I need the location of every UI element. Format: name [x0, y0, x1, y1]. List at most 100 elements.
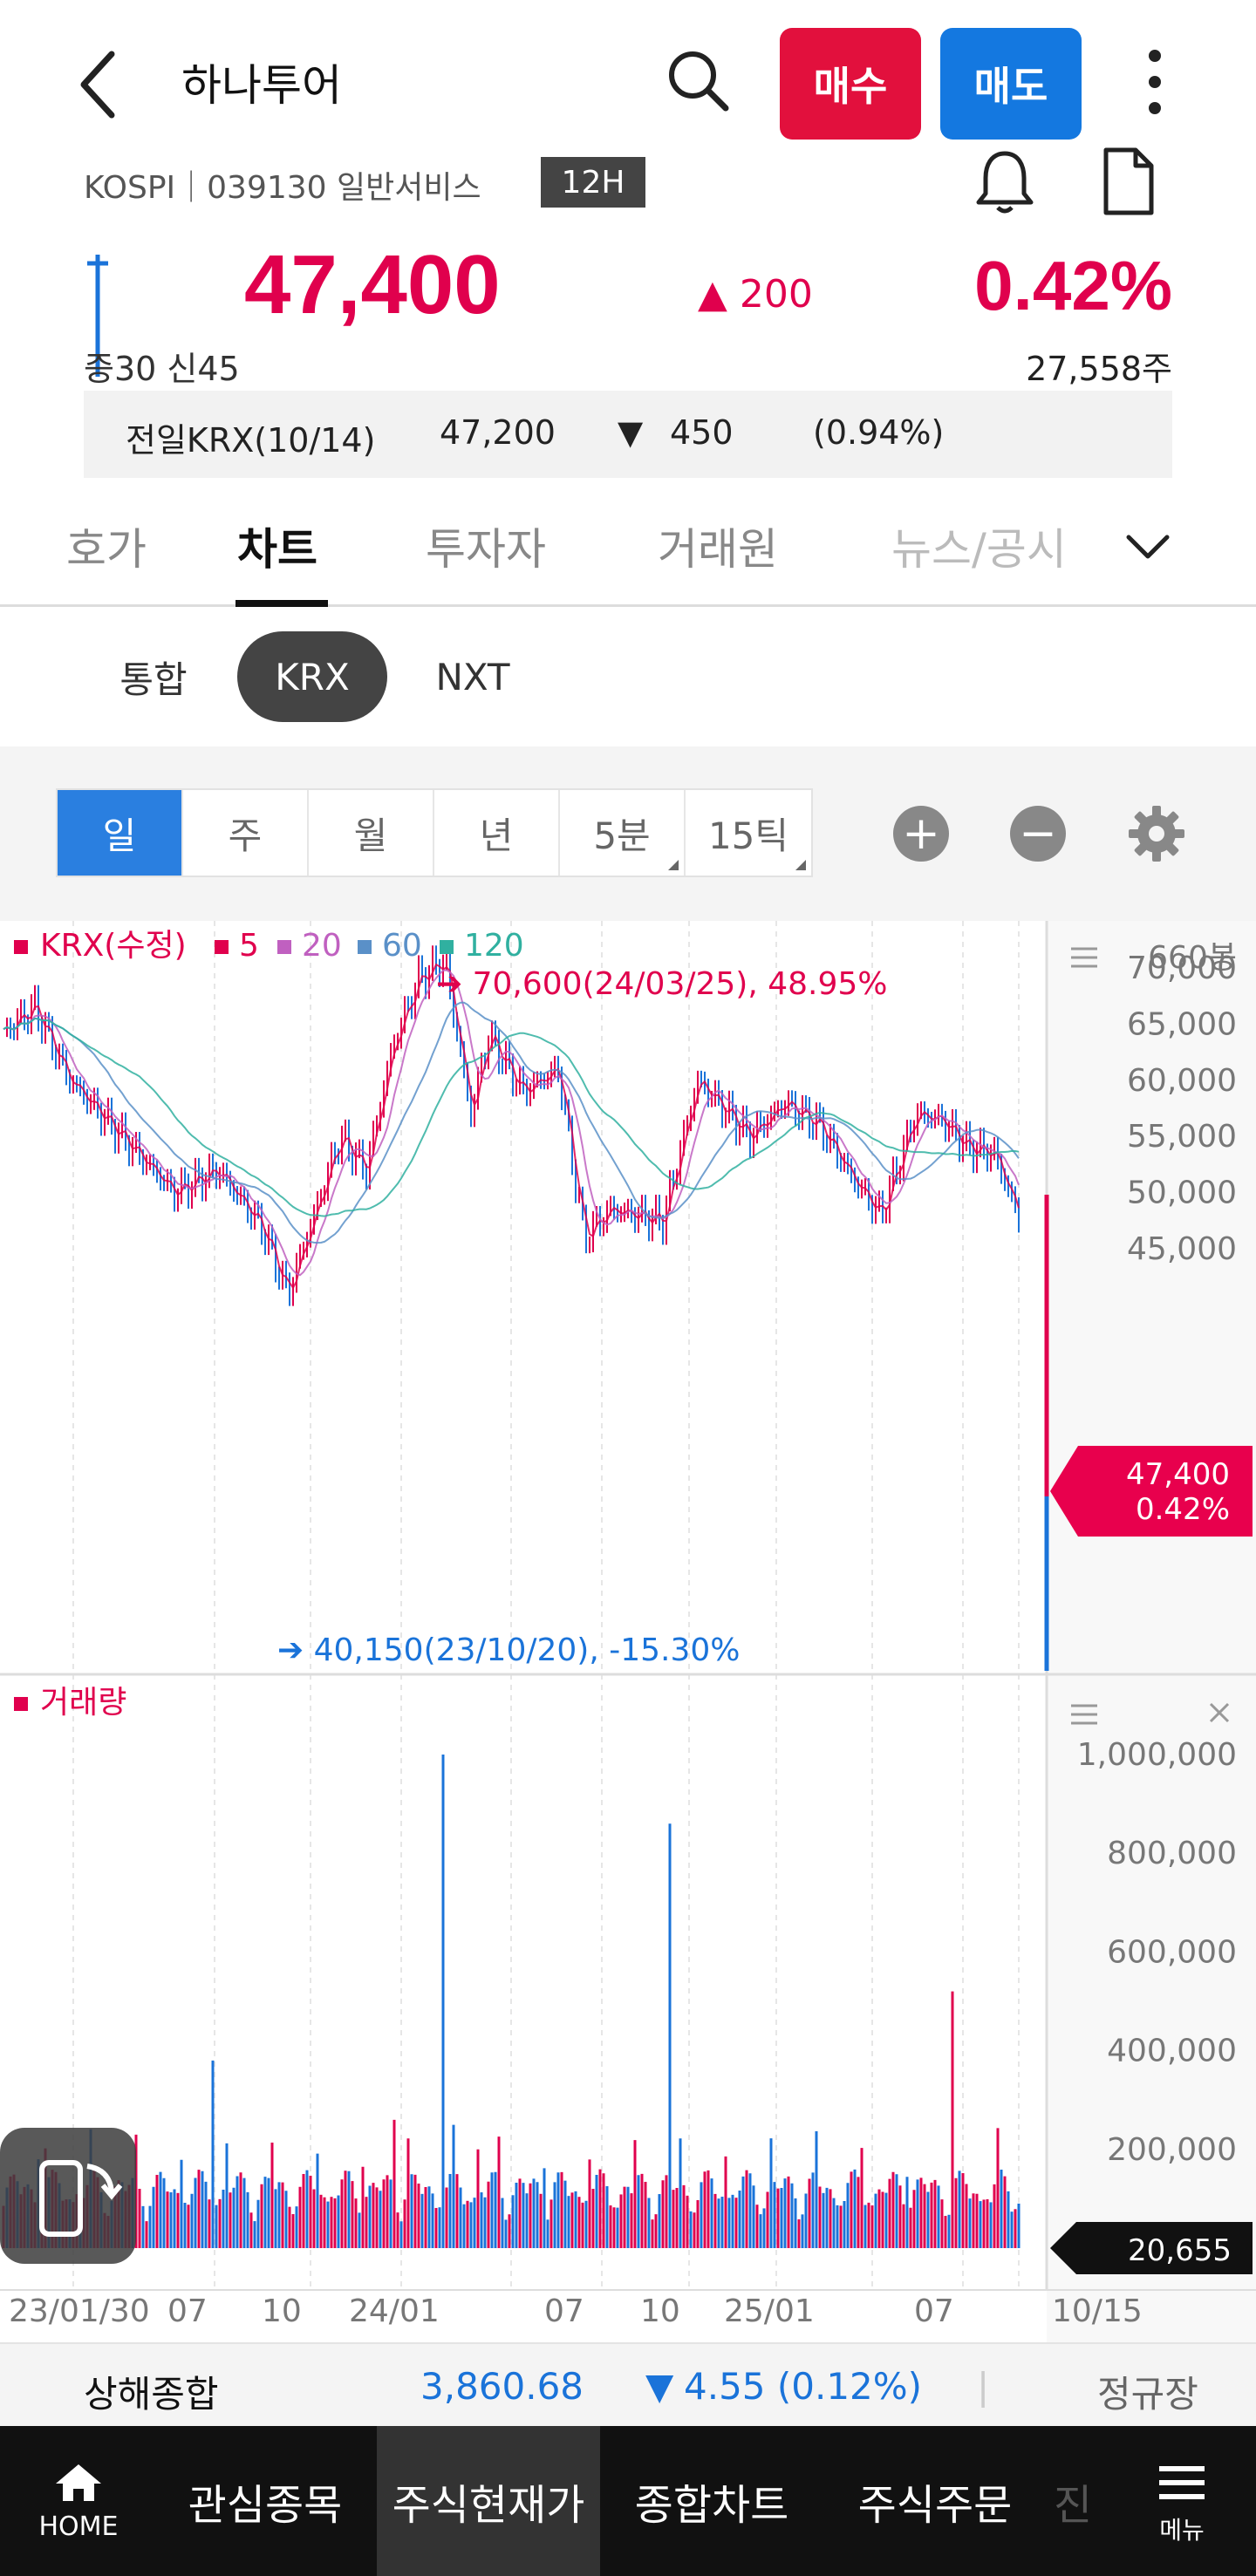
search-icon[interactable]: [663, 45, 733, 115]
zoom-out-button[interactable]: −: [1010, 806, 1066, 862]
gear-icon[interactable]: [1125, 802, 1188, 865]
rotate-screen-icon: [39, 2160, 123, 2237]
nav-more-item[interactable]: 진: [1053, 2481, 1093, 2530]
current-volume-label: 20,655: [1128, 2233, 1232, 2268]
menu-label: 메뉴: [1159, 2516, 1205, 2545]
nav-order[interactable]: 주식주문: [857, 2481, 1013, 2530]
buy-button[interactable]: 매수: [780, 28, 921, 140]
price-axis-label: 50,000: [1127, 1176, 1237, 1211]
nav-menu[interactable]: 메뉴: [1134, 2461, 1230, 2566]
market-code-sector: KOSPI｜039130 일반서비스: [84, 170, 481, 206]
current-price-marker: 47,400 0.42%: [1050, 1446, 1253, 1537]
prev-price: 47,200: [440, 413, 556, 452]
price-marker-icon: [87, 255, 108, 377]
time-axis-label: 10/15: [1052, 2293, 1143, 2329]
current-volume-marker: 20,655: [1050, 2222, 1253, 2274]
bell-icon[interactable]: [973, 147, 1036, 216]
period-month[interactable]: 월: [309, 790, 434, 876]
price-axis-label: 55,000: [1127, 1119, 1237, 1155]
volume-axis-label: 800,000: [1107, 1836, 1237, 1871]
bottom-nav: HOME 관심종목 주식현재가 종합차트 주식주문 진 메뉴: [0, 2426, 1256, 2576]
down-triangle-icon: ▼: [618, 413, 644, 452]
period-selector: 일 주 월 년 5분 15틱: [56, 788, 813, 877]
price-change-value: 200: [739, 272, 813, 317]
prev-change: 450: [670, 413, 734, 452]
legend-main: KRX(수정): [40, 928, 187, 964]
sell-button[interactable]: 매도: [940, 28, 1082, 140]
document-icon[interactable]: [1101, 147, 1157, 216]
volume-axis-label: 600,000: [1107, 1934, 1237, 1970]
trade-volume: 27,558주: [1026, 350, 1172, 388]
period-15tick-label: 15틱: [707, 814, 789, 857]
stock-title: 하나투어: [181, 60, 342, 111]
volume-legend-swatch: [14, 1697, 28, 1711]
chevron-down-icon[interactable]: [1122, 520, 1174, 572]
home-label: HOME: [38, 2511, 119, 2542]
price-axis-label: 60,000: [1127, 1063, 1237, 1099]
nav-watchlist[interactable]: 관심종목: [188, 2481, 343, 2530]
time-axis-label: 10: [262, 2293, 302, 2329]
legend-ma20: 20: [302, 928, 342, 964]
market-tab-krx[interactable]: KRX: [237, 631, 387, 722]
price-axis-label: 65,000: [1127, 1006, 1237, 1042]
index-ticker-bar[interactable]: 상해종합 3,860.68 ▼ 4.55 (0.12%) | 정규장: [0, 2342, 1256, 2426]
volume-axis-label: 400,000: [1107, 2034, 1237, 2069]
back-arrow-icon[interactable]: [68, 45, 129, 124]
legend-ma5: 5: [239, 928, 259, 964]
volume-menu-icon[interactable]: [1071, 1704, 1097, 1725]
tab-orderbook[interactable]: 호가: [66, 524, 147, 575]
legend-ma20-swatch: [277, 940, 291, 954]
up-triangle-icon: ▲: [698, 272, 727, 317]
candle-count: 660봉: [1148, 940, 1237, 976]
credit-info: 증30 신45: [84, 350, 240, 388]
market-tab-nxt[interactable]: NXT: [435, 655, 510, 699]
nav-home[interactable]: HOME: [26, 2461, 131, 2566]
current-price: 47,400: [244, 238, 501, 331]
index-value: 3,860.68: [420, 2365, 584, 2408]
nav-chart[interactable]: 종합차트: [634, 2481, 789, 2530]
price-axis-label: 70,000: [1127, 951, 1237, 986]
stock-chart[interactable]: KRX(수정) 5 20 60 120 660봉 70,000 65,000 60,…: [0, 921, 1256, 2342]
detail-tabs: 호가 차트 투자자 거래원 뉴스/공시: [0, 488, 1256, 607]
period-15tick[interactable]: 15틱: [686, 790, 811, 876]
ma60-line: [3, 1001, 1020, 1244]
time-axis-label: 10: [640, 2293, 680, 2329]
period-day[interactable]: 일: [58, 790, 183, 876]
market-status: 정규장: [1097, 2373, 1198, 2416]
stock-header: 하나투어 매수 매도 KOSPI｜039130 일반서비스 12H 47,400…: [0, 0, 1256, 488]
nav-current-price[interactable]: 주식현재가: [377, 2426, 600, 2576]
chart-menu-icon[interactable]: [1071, 947, 1097, 968]
time-axis-label: 25/01: [724, 2293, 815, 2329]
more-vertical-icon[interactable]: [1137, 45, 1172, 119]
index-divider: |: [977, 2365, 990, 2408]
market-tab-integrated[interactable]: 통합: [119, 658, 188, 701]
low-annotation: ➔ 40,150(23/10/20), -15.30%: [277, 1632, 741, 1668]
legend-ma60-swatch: [358, 940, 372, 954]
previous-close-box: 전일KRX(10/14) 47,200 ▼ 450 (0.94%): [84, 391, 1172, 478]
zoom-in-button[interactable]: +: [893, 806, 949, 862]
time-axis-label: 24/01: [349, 2293, 440, 2329]
tab-brokers[interactable]: 거래원: [658, 524, 778, 575]
tab-chart[interactable]: 차트: [237, 524, 317, 575]
index-down-icon: ▼: [645, 2365, 674, 2408]
prev-pct: (0.94%): [813, 413, 945, 452]
price-change: ▲ 200: [698, 272, 813, 317]
period-5min-label: 5분: [593, 814, 651, 857]
period-5min[interactable]: 5분: [560, 790, 686, 876]
rotate-screen-button[interactable]: [0, 2128, 136, 2264]
index-name: 상해종합: [84, 2373, 219, 2416]
volume-axis-label: 1,000,000: [1077, 1737, 1237, 1773]
tab-news[interactable]: 뉴스/공시: [891, 524, 1067, 575]
price-axis-label: 45,000: [1127, 1231, 1237, 1267]
legend-ma5-swatch: [215, 940, 229, 954]
close-volume-icon[interactable]: [1209, 1702, 1230, 1723]
legend-ma120: 120: [464, 928, 524, 964]
volume-axis-label: 200,000: [1107, 2132, 1237, 2168]
hamburger-menu-icon: [1159, 2466, 1205, 2499]
tab-investors[interactable]: 투자자: [426, 524, 546, 575]
legend-ma60: 60: [382, 928, 422, 964]
price-change-percent: 0.42%: [974, 247, 1172, 324]
ma5-line: [3, 963, 1020, 1290]
period-week[interactable]: 주: [183, 790, 309, 876]
period-year[interactable]: 년: [434, 790, 560, 876]
